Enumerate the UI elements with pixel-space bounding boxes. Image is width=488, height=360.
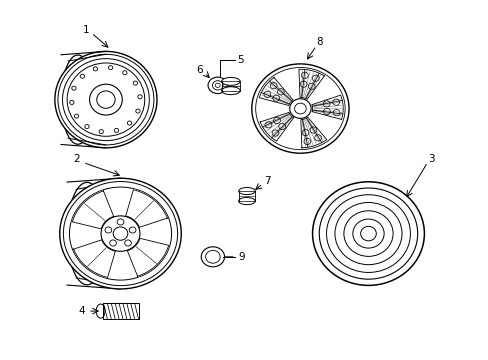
- Text: 8: 8: [316, 37, 323, 48]
- Ellipse shape: [251, 64, 348, 153]
- Ellipse shape: [97, 91, 115, 108]
- Ellipse shape: [289, 99, 310, 118]
- Ellipse shape: [70, 100, 74, 104]
- Ellipse shape: [93, 67, 98, 71]
- Polygon shape: [125, 190, 167, 227]
- Ellipse shape: [69, 187, 171, 280]
- Ellipse shape: [221, 77, 240, 85]
- Text: 2: 2: [73, 154, 80, 164]
- Ellipse shape: [127, 121, 131, 125]
- Polygon shape: [300, 117, 326, 148]
- Ellipse shape: [101, 216, 140, 251]
- Polygon shape: [311, 95, 343, 120]
- Ellipse shape: [238, 188, 255, 195]
- Ellipse shape: [74, 114, 79, 118]
- Ellipse shape: [99, 130, 103, 134]
- Polygon shape: [103, 303, 138, 319]
- Ellipse shape: [136, 109, 140, 113]
- Ellipse shape: [96, 304, 105, 318]
- Ellipse shape: [122, 71, 127, 75]
- Ellipse shape: [129, 227, 136, 233]
- Ellipse shape: [117, 219, 123, 225]
- Polygon shape: [74, 240, 115, 278]
- Polygon shape: [127, 238, 168, 276]
- Ellipse shape: [72, 86, 76, 90]
- Ellipse shape: [105, 227, 111, 233]
- Ellipse shape: [60, 178, 181, 289]
- Ellipse shape: [207, 77, 227, 94]
- Text: 4: 4: [78, 306, 85, 316]
- Text: 6: 6: [196, 65, 203, 75]
- Polygon shape: [72, 191, 113, 229]
- Ellipse shape: [108, 66, 113, 69]
- Ellipse shape: [89, 84, 122, 115]
- Polygon shape: [260, 112, 293, 141]
- Ellipse shape: [114, 129, 118, 132]
- Ellipse shape: [138, 95, 142, 99]
- Text: 5: 5: [237, 55, 244, 64]
- Ellipse shape: [312, 182, 424, 285]
- Ellipse shape: [55, 51, 157, 148]
- Ellipse shape: [85, 125, 89, 129]
- Ellipse shape: [124, 240, 131, 246]
- Ellipse shape: [109, 240, 116, 246]
- Ellipse shape: [80, 74, 84, 78]
- Text: 1: 1: [83, 25, 90, 35]
- Text: 7: 7: [264, 176, 271, 186]
- Ellipse shape: [238, 198, 255, 204]
- Polygon shape: [259, 78, 292, 105]
- Ellipse shape: [221, 87, 240, 95]
- Ellipse shape: [67, 63, 144, 136]
- Ellipse shape: [201, 247, 224, 267]
- Text: 3: 3: [427, 154, 434, 164]
- Polygon shape: [298, 69, 324, 99]
- Ellipse shape: [133, 81, 137, 85]
- Text: 9: 9: [238, 252, 245, 262]
